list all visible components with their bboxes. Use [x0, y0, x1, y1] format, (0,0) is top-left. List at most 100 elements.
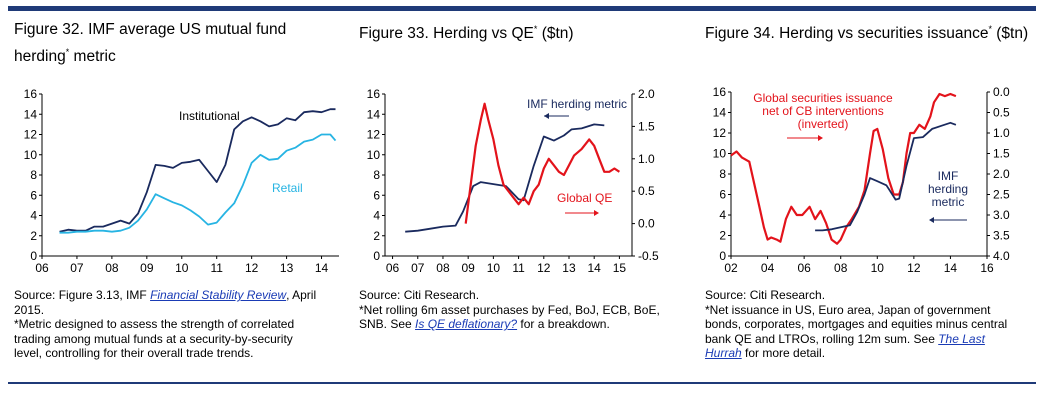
x-tick-label: 14: [315, 261, 329, 275]
y2-tick-label: 0.5: [638, 184, 655, 198]
figure-34-title: Figure 34. Herding vs securities issuanc…: [705, 18, 1028, 45]
figure-33-source: Source: Citi Research. *Net rolling 6m a…: [359, 288, 694, 332]
annotation-retail: Retail: [272, 181, 303, 195]
y-tick-label: 0: [719, 249, 726, 263]
figure-34-note-line1: *Net issuance in US, Euro area, Japan of…: [705, 302, 991, 317]
annotation-issuance-line1: Global securities issuance: [753, 91, 893, 105]
y-tick-label: 10: [713, 147, 727, 161]
x-tick-label: 10: [871, 261, 885, 275]
annotation-imf-herding: IMF herding metric: [527, 97, 627, 111]
figure-34-title-main: Figure 34. Herding vs securities issuanc…: [705, 25, 989, 43]
x-tick-label: 04: [761, 261, 775, 275]
figure-33-note-line1: *Net rolling 6m asset purchases by Fed, …: [359, 302, 660, 317]
figure-34-panel: Figure 34. Herding vs securities issuanc…: [705, 18, 1037, 380]
y-tick-label: 16: [24, 87, 38, 101]
figure-32-panel: Figure 32. IMF average US mutual fund he…: [14, 18, 344, 380]
y2-tick-label: 0.0: [993, 85, 1010, 99]
figure-34-title-sup: *: [988, 24, 992, 34]
figure-32-title-line2: herding: [14, 48, 66, 66]
y2-tick-label: 1.5: [993, 147, 1010, 161]
figure-34-source-text: Source: Citi Research.: [705, 288, 826, 302]
figure-32-source-line2: 2015.: [14, 302, 45, 317]
x-tick-label: 13: [562, 261, 576, 275]
arrow-right-head: [594, 210, 599, 216]
x-tick-label: 11: [512, 261, 525, 275]
x-tick-label: 06: [386, 261, 400, 275]
y2-tick-label: 3.5: [993, 229, 1010, 243]
financial-stability-review-link[interactable]: Financial Stability Review: [150, 288, 287, 302]
figure-34-note-line2: bonds, corporates, mortgages and equitie…: [705, 317, 1008, 331]
series-line-1: [815, 121, 957, 232]
y2-tick-label: 2.5: [993, 188, 1010, 202]
x-tick-label: 12: [537, 261, 551, 275]
x-tick-label: 02: [724, 261, 738, 275]
y-tick-label: 6: [373, 188, 380, 202]
x-tick-label: 08: [834, 261, 848, 275]
y-tick-label: 8: [719, 167, 726, 181]
figure-34-source: Source: Citi Research. *Net issuance in …: [705, 288, 1037, 361]
y2-tick-label: 0.0: [638, 217, 655, 231]
figure-33-title: Figure 33. Herding vs QE* ($tn): [359, 18, 574, 45]
y2-tick-label: 1.0: [993, 126, 1010, 140]
figure-32-title-tail: metric: [69, 48, 116, 66]
annotation-issuance-line3: (inverted): [798, 117, 849, 131]
figure-33-title-tail: ($tn): [537, 25, 574, 43]
bottom-rule: [8, 382, 1036, 384]
figure-32-source-suffix: , April: [286, 288, 317, 302]
y-tick-label: 16: [713, 85, 727, 99]
y-tick-label: 10: [367, 148, 381, 162]
x-tick-label: 06: [35, 261, 49, 275]
figure-33-note-prefix: SNB. See: [359, 317, 416, 331]
x-tick-label: 11: [210, 261, 223, 275]
figure-32-note-line2: trading among mutual funds at a security…: [14, 331, 293, 346]
y-tick-label: 14: [367, 107, 381, 121]
y-tick-label: 12: [713, 126, 727, 140]
annotation-issuance-line2: net of CB interventions: [762, 104, 883, 118]
issuance-arrow-head: [818, 135, 823, 141]
y-tick-label: 6: [30, 188, 37, 202]
the-last-hurrah-link-cont[interactable]: Hurrah: [705, 346, 742, 360]
y-tick-label: 12: [24, 128, 38, 142]
series-line-1: [464, 102, 621, 224]
x-tick-label: 08: [105, 261, 119, 275]
annotation-global-qe: Global QE: [557, 191, 612, 205]
y-tick-label: 2: [373, 229, 380, 243]
figure-32-note-line3: level, controlling for their overall tra…: [14, 346, 254, 360]
y2-tick-label: 1.5: [638, 119, 655, 133]
y-tick-label: 14: [24, 107, 38, 121]
x-tick-label: 08: [436, 261, 450, 275]
top-rule: [8, 6, 1036, 11]
series-line-0: [59, 108, 336, 233]
figure-32-chart: 0 2 4 6 8 10 12 14 16 06 07 08 09 10 11 12 13 14 Instituti…: [24, 87, 339, 275]
y-tick-label: 12: [367, 128, 381, 142]
the-last-hurrah-link[interactable]: The Last: [938, 331, 985, 346]
x-tick-label: 07: [70, 261, 84, 275]
y-tick-label: 0: [30, 249, 37, 263]
y-tick-label: 6: [719, 188, 726, 202]
series-line-0: [730, 92, 957, 245]
y-tick-label: 4: [30, 209, 37, 223]
figure-32-source-prefix: Source: Figure 3.13, IMF: [14, 288, 151, 302]
figure-32-title: Figure 32. IMF average US mutual fund he…: [14, 18, 286, 68]
y2-tick-label: 4.0: [993, 249, 1010, 263]
y-tick-label: 8: [373, 168, 380, 182]
x-tick-label: 15: [613, 261, 627, 275]
figure-33-panel: Figure 33. Herding vs QE* ($tn) 0 2 4 6 8 10 1…: [359, 18, 694, 380]
y-tick-label: 0: [373, 249, 380, 263]
y2-tick-label: 3.0: [993, 208, 1010, 222]
x-tick-label: 12: [245, 261, 259, 275]
arrow-left-head: [544, 113, 549, 119]
x-tick-label: 09: [461, 261, 475, 275]
y-tick-label: 14: [713, 106, 727, 120]
x-tick-label: 13: [280, 261, 294, 275]
figure-32-title-sup: *: [65, 47, 70, 57]
x-tick-label: 09: [140, 261, 154, 275]
y-tick-label: 16: [367, 87, 381, 101]
figure-34-note-suffix: for more detail.: [741, 346, 826, 360]
is-qe-deflationary-link[interactable]: Is QE deflationary?: [415, 317, 518, 331]
annotation-herding: herding: [928, 182, 968, 196]
y2-tick-label: 0.5: [993, 106, 1010, 120]
figure-34-note-line3: bank QE and LTROs, rolling 12m sum. See: [705, 331, 939, 346]
figure-32-title-line1: Figure 32. IMF average US mutual fund: [14, 21, 287, 38]
